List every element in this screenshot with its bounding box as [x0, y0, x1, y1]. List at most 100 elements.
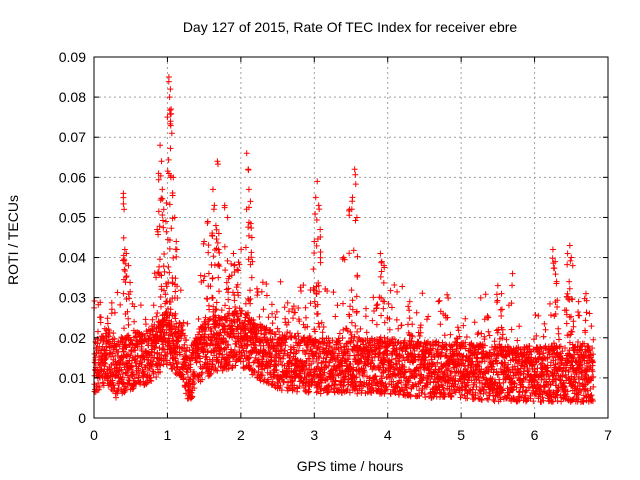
data-point — [386, 326, 393, 333]
data-point — [204, 296, 211, 303]
data-point — [269, 336, 276, 343]
data-point — [342, 373, 349, 380]
data-point — [108, 299, 115, 306]
data-point — [373, 305, 380, 312]
data-point — [103, 355, 110, 362]
data-point — [104, 320, 111, 327]
data-point — [199, 376, 206, 383]
data-point — [394, 288, 401, 295]
data-point — [413, 372, 420, 379]
data-point — [136, 370, 143, 377]
data-point — [166, 338, 173, 345]
data-point — [320, 355, 327, 362]
data-point — [199, 369, 206, 376]
data-point — [265, 380, 272, 387]
data-point — [385, 300, 392, 307]
data-point — [409, 333, 416, 340]
data-point — [392, 371, 399, 378]
data-point — [172, 348, 179, 355]
data-point — [142, 321, 149, 328]
data-point — [258, 288, 265, 295]
data-point — [307, 300, 314, 307]
data-point — [259, 372, 266, 379]
data-point — [218, 307, 225, 314]
data-point — [150, 358, 157, 365]
data-point — [358, 387, 365, 394]
data-point — [215, 341, 222, 348]
data-point — [277, 354, 284, 361]
data-point — [167, 326, 174, 333]
data-point — [241, 326, 248, 333]
data-point — [189, 378, 196, 385]
data-point — [227, 331, 234, 338]
data-point — [223, 351, 230, 358]
data-point — [282, 342, 289, 349]
data-point — [120, 379, 127, 386]
data-point — [218, 345, 225, 352]
data-point — [254, 334, 261, 341]
data-point — [119, 370, 126, 377]
data-point — [295, 333, 302, 340]
data-point — [91, 298, 98, 305]
y-tick-label: 0.07 — [59, 129, 86, 145]
data-point — [339, 335, 346, 342]
data-point — [324, 383, 331, 390]
data-point — [254, 292, 261, 299]
data-point — [251, 367, 258, 374]
data-point — [230, 354, 237, 361]
data-point — [390, 378, 397, 385]
data-point — [164, 351, 171, 358]
data-point — [159, 345, 166, 352]
data-point — [285, 308, 292, 315]
data-point — [197, 272, 204, 279]
data-point — [163, 357, 170, 364]
data-point — [129, 357, 136, 364]
data-point — [157, 368, 164, 375]
data-point — [197, 355, 204, 362]
data-point — [122, 369, 129, 376]
data-point — [280, 355, 286, 362]
data-point — [350, 337, 357, 344]
data-point — [170, 360, 177, 367]
data-point — [381, 356, 388, 363]
data-point — [325, 362, 332, 369]
data-point — [284, 299, 291, 306]
data-point — [272, 314, 279, 321]
data-point — [140, 353, 147, 360]
data-point — [152, 344, 159, 351]
data-point — [398, 322, 405, 329]
data-point — [238, 246, 245, 253]
data-point — [372, 372, 379, 379]
data-point — [229, 363, 236, 370]
data-point — [380, 279, 387, 286]
data-point — [304, 323, 311, 330]
data-point — [274, 325, 281, 332]
data-point — [94, 336, 101, 343]
data-point — [173, 364, 180, 371]
y-tick-label: 0 — [78, 410, 86, 426]
data-point — [395, 325, 402, 332]
data-point — [238, 307, 245, 314]
data-point — [387, 287, 394, 294]
data-point — [347, 328, 354, 335]
data-point — [418, 389, 425, 396]
data-point — [131, 375, 138, 382]
data-point — [302, 351, 309, 358]
data-point — [186, 376, 193, 383]
data-point — [219, 351, 226, 358]
data-point — [347, 360, 354, 367]
data-point — [256, 313, 263, 320]
data-point — [170, 342, 177, 349]
data-point — [187, 366, 194, 373]
data-point — [165, 263, 172, 270]
data-point — [116, 343, 123, 350]
data-point — [392, 390, 399, 397]
data-point — [404, 378, 411, 385]
data-point — [362, 313, 369, 320]
data-point — [339, 390, 346, 397]
data-point — [351, 333, 358, 340]
data-point — [360, 372, 367, 379]
y-tick-label: 0.06 — [59, 169, 86, 185]
data-point — [150, 370, 157, 377]
data-point — [176, 351, 183, 358]
